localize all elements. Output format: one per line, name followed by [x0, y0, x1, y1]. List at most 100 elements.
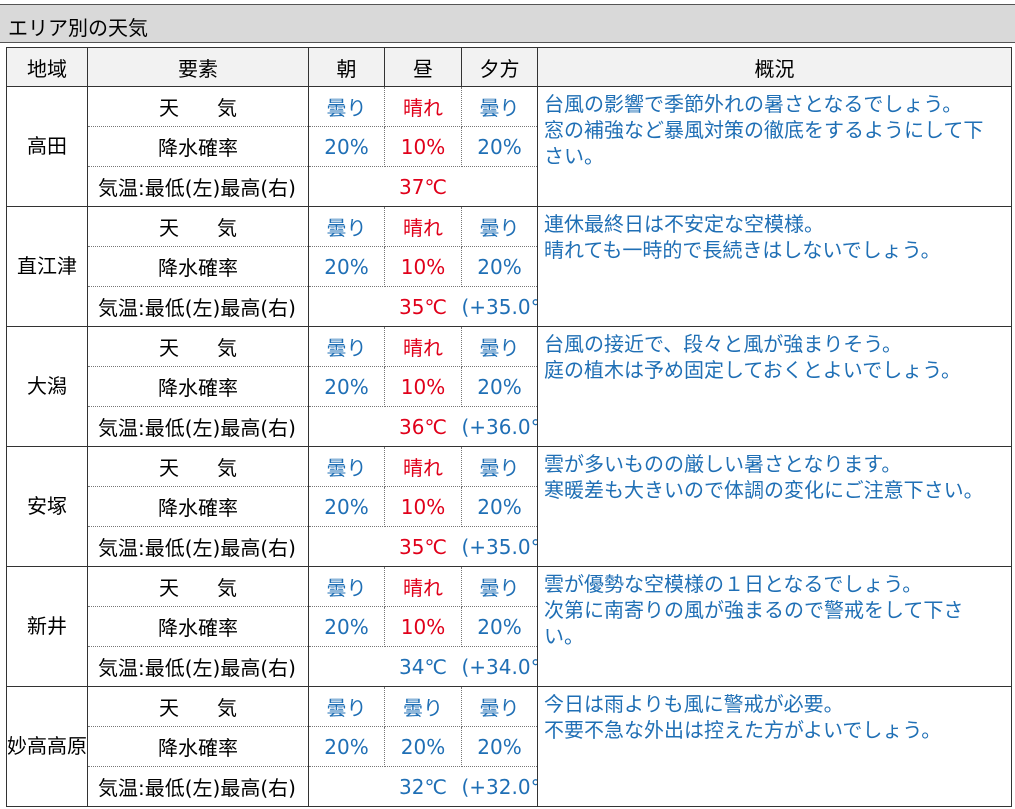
- weather-row: 妙高高原天気曇り 曇り 曇り 今日は雨よりも風に警戒が必要。 不要不急な外出は控えた方が…: [6, 686, 1012, 807]
- weather-cell: 曇り: [461, 446, 538, 487]
- weather-label-a: 天: [159, 216, 179, 240]
- element-weather-label: 天気: [87, 326, 309, 367]
- precip-cell: 10%: [384, 366, 462, 407]
- header-area: 地域: [6, 47, 88, 87]
- precip-cell: 20%: [308, 246, 385, 287]
- weather-label-a: 天: [159, 696, 179, 720]
- precip-cell: 10%: [384, 486, 462, 527]
- weather-cell: 曇り: [461, 686, 538, 727]
- area-name: 新井: [6, 566, 88, 687]
- weather-cell: 曇り: [384, 686, 462, 727]
- summary-line: 次第に南寄りの風が強まるので警戒をして下さい。: [544, 598, 964, 648]
- weather-label-a: 天: [159, 96, 179, 120]
- precip-cell: 20%: [308, 486, 385, 527]
- precip-row: 降水確率 20% 10% 20%: [7, 486, 1012, 527]
- element-weather-label: 天気: [87, 566, 309, 607]
- temp-diff-cell: (+34.0℃): [461, 646, 538, 687]
- temp-max-cell: 36℃: [384, 406, 462, 447]
- weather-cell: 曇り: [461, 86, 538, 127]
- temp-row: 気温:最低(左)最高(右) 32℃(+32.0℃): [7, 766, 1012, 807]
- weather-row: 直江津天気曇り 晴れ 曇り 連休最終日は不安定な空模様。 晴れても一時的で長続きはしない…: [6, 206, 1012, 327]
- weather-row: 新井天気曇り 晴れ 曇り 雲が優勢な空模様の１日となるでしょう。 次第に南寄りの風が強ま…: [6, 566, 1012, 687]
- weather-cell: 曇り: [461, 206, 538, 247]
- weather-cell: 曇り: [308, 686, 385, 727]
- element-weather-label: 天気: [87, 686, 309, 727]
- weather-label-b: 気: [217, 696, 237, 720]
- header-evening: 夕方: [461, 47, 538, 87]
- summary-line: 晴れても一時的で長続きはしないでしょう。: [544, 238, 941, 262]
- temp-row: 気温:最低(左)最高(右) 35℃(+35.0℃): [7, 526, 1012, 567]
- temp-max-cell: 37℃: [384, 166, 462, 207]
- precip-cell: 20%: [308, 726, 385, 767]
- element-temp-label: 気温:最低(左)最高(右): [87, 286, 309, 327]
- element-temp-label: 気温:最低(左)最高(右): [87, 646, 309, 687]
- temp-min-cell: [308, 286, 385, 327]
- element-precip-label: 降水確率: [87, 126, 309, 167]
- weather-row: 安塚天気曇り 晴れ 曇り 雲が多いものの厳しい暑さとなります。 寒暖差も大きいので体調の…: [6, 446, 1012, 567]
- temp-diff-cell: (+35.0℃): [461, 526, 538, 567]
- summary-line: 雲が多いものの厳しい暑さとなります。: [544, 452, 902, 476]
- element-precip-label: 降水確率: [87, 246, 309, 287]
- precip-cell: 20%: [461, 246, 538, 287]
- precip-cell: 20%: [308, 126, 385, 167]
- element-temp-label: 気温:最低(左)最高(右): [87, 406, 309, 447]
- weather-row: 大潟天気曇り 晴れ 曇り 台風の接近で、段々と風が強まりそう。 庭の植木は予め固定してお…: [6, 326, 1012, 447]
- weather-cell: 晴れ: [384, 566, 462, 607]
- weather-cell: 曇り: [461, 566, 538, 607]
- header-element: 要素: [87, 47, 309, 87]
- precip-cell: 20%: [308, 606, 385, 647]
- element-precip-label: 降水確率: [87, 486, 309, 527]
- summary-line: 窓の補強など暴風対策の徹底をするようにして下さい。: [544, 118, 984, 168]
- temp-row: 気温:最低(左)最高(右) 34℃(+34.0℃): [7, 646, 1012, 687]
- weather-cell: 晴れ: [384, 206, 462, 247]
- element-weather-label: 天気: [87, 206, 309, 247]
- header-row: 地域 要素 朝 昼 夕方 概況: [6, 47, 1012, 87]
- weather-label-a: 天: [159, 336, 179, 360]
- summary-cell: 雲が優勢な空模様の１日となるでしょう。 次第に南寄りの風が強まるので警戒をして下さ…: [537, 566, 1012, 687]
- weather-cell: 曇り: [308, 446, 385, 487]
- summary-line: 連休最終日は不安定な空模様。: [544, 212, 824, 236]
- page-title: エリア別の天気: [8, 16, 148, 40]
- weather-label-b: 気: [217, 216, 237, 240]
- temp-min-cell: [308, 766, 385, 807]
- temp-diff-cell: (+36.0℃): [461, 406, 538, 447]
- temp-min-cell: [308, 406, 385, 447]
- weather-table: 地域 要素 朝 昼 夕方 概況 高田天気曇り 晴れ 曇り 台風の影響で季節外れの暑さと…: [6, 47, 1012, 807]
- precip-cell: 10%: [384, 126, 462, 167]
- summary-cell: 連休最終日は不安定な空模様。 晴れても一時的で長続きはしないでしょう。: [537, 206, 1012, 327]
- element-weather-label: 天気: [87, 86, 309, 127]
- weather-cell: 晴れ: [384, 446, 462, 487]
- weather-cell: 曇り: [308, 326, 385, 367]
- temp-min-cell: [308, 526, 385, 567]
- area-name: 大潟: [6, 326, 88, 447]
- precip-row: 降水確率 20% 10% 20%: [7, 366, 1012, 407]
- element-weather-label: 天気: [87, 446, 309, 487]
- weather-label-a: 天: [159, 576, 179, 600]
- header-morning: 朝: [308, 47, 385, 87]
- summary-line: 台風の接近で、段々と風が強まりそう。: [544, 332, 902, 356]
- temp-max-cell: 35℃: [384, 286, 462, 327]
- summary-line: 寒暖差も大きいので体調の変化にご注意下さい。: [544, 478, 984, 502]
- summary-cell: 台風の影響で季節外れの暑さとなるでしょう。 窓の補強など暴風対策の徹底をするように…: [537, 86, 1012, 207]
- precip-cell: 20%: [461, 366, 538, 407]
- temp-diff-cell: [461, 166, 538, 207]
- precip-row: 降水確率 20% 10% 20%: [7, 246, 1012, 287]
- weather-label-b: 気: [217, 456, 237, 480]
- precip-row: 降水確率 20% 20% 20%: [7, 726, 1012, 767]
- element-precip-label: 降水確率: [87, 366, 309, 407]
- summary-cell: 雲が多いものの厳しい暑さとなります。 寒暖差も大きいので体調の変化にご注意下さい。: [537, 446, 1012, 567]
- temp-row: 気温:最低(左)最高(右) 37℃: [7, 166, 1012, 207]
- weather-cell: 晴れ: [384, 86, 462, 127]
- precip-cell: 10%: [384, 606, 462, 647]
- temp-row: 気温:最低(左)最高(右) 36℃(+36.0℃): [7, 406, 1012, 447]
- weather-label-b: 気: [217, 576, 237, 600]
- summary-line: 庭の植木は予め固定しておくとよいでしょう。: [544, 358, 961, 382]
- area-name: 高田: [6, 86, 88, 207]
- temp-max-cell: 35℃: [384, 526, 462, 567]
- weather-cell: 曇り: [461, 326, 538, 367]
- summary-line: 今日は雨よりも風に警戒が必要。: [544, 692, 844, 716]
- precip-row: 降水確率 20% 10% 20%: [7, 606, 1012, 647]
- temp-min-cell: [308, 646, 385, 687]
- precip-cell: 20%: [308, 366, 385, 407]
